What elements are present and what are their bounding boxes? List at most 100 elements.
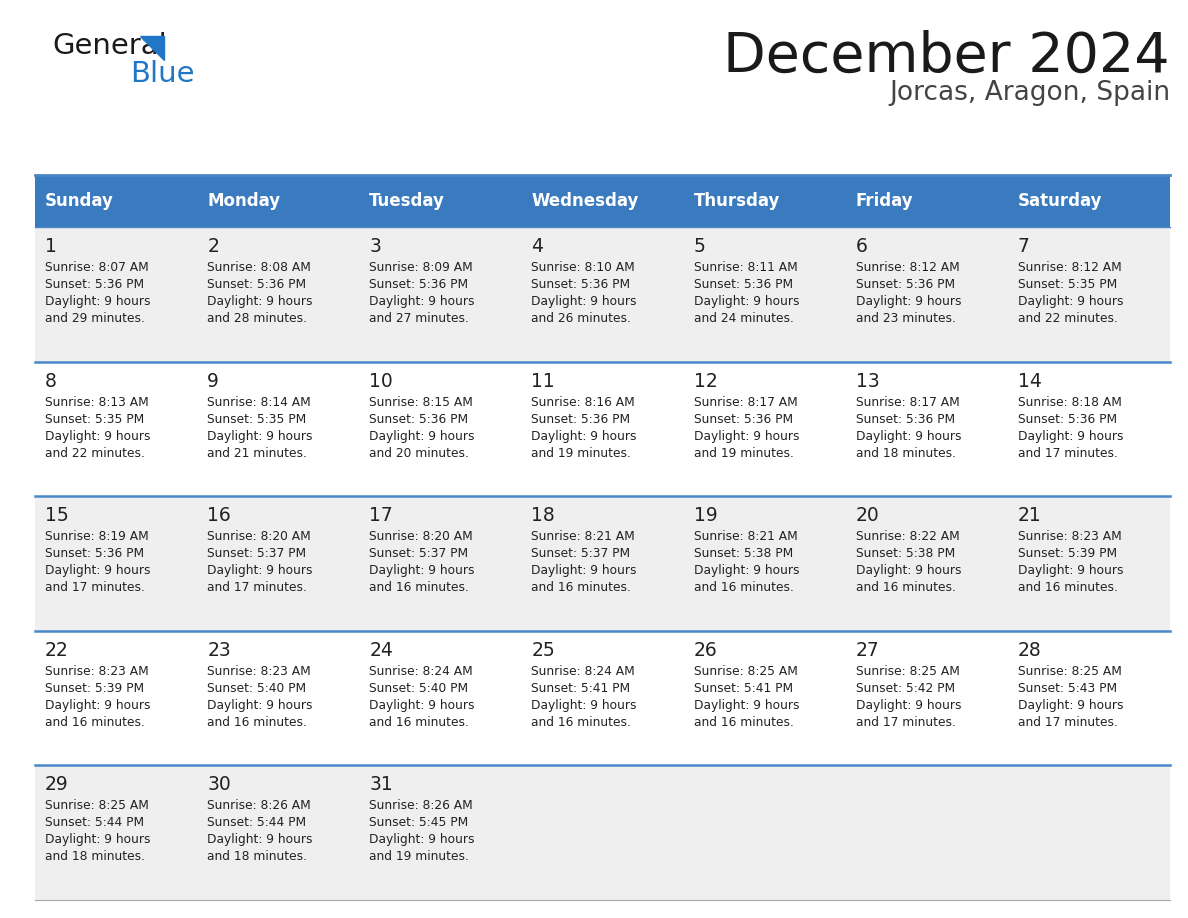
Text: Sunset: 5:43 PM: Sunset: 5:43 PM <box>1018 682 1117 695</box>
Text: Sunrise: 8:26 AM: Sunrise: 8:26 AM <box>369 800 473 812</box>
Text: Sunrise: 8:24 AM: Sunrise: 8:24 AM <box>369 665 473 677</box>
Text: and 16 minutes.: and 16 minutes. <box>45 716 145 729</box>
Text: Thursday: Thursday <box>694 192 781 210</box>
Text: Daylight: 9 hours: Daylight: 9 hours <box>207 295 312 308</box>
Text: Sunrise: 8:07 AM: Sunrise: 8:07 AM <box>45 261 148 274</box>
Text: Sunset: 5:37 PM: Sunset: 5:37 PM <box>207 547 307 560</box>
Text: Sunrise: 8:23 AM: Sunrise: 8:23 AM <box>1018 531 1121 543</box>
Text: Daylight: 9 hours: Daylight: 9 hours <box>694 430 800 442</box>
Text: Sunrise: 8:24 AM: Sunrise: 8:24 AM <box>531 665 636 677</box>
Text: and 24 minutes.: and 24 minutes. <box>694 312 794 325</box>
Bar <box>34 631 1170 766</box>
Text: Sunset: 5:37 PM: Sunset: 5:37 PM <box>531 547 631 560</box>
Bar <box>34 227 1170 362</box>
Text: Sunrise: 8:25 AM: Sunrise: 8:25 AM <box>694 665 797 677</box>
Text: and 22 minutes.: and 22 minutes. <box>45 446 145 460</box>
Text: Sunrise: 8:26 AM: Sunrise: 8:26 AM <box>207 800 311 812</box>
Bar <box>34 175 197 227</box>
Text: Jorcas, Aragon, Spain: Jorcas, Aragon, Spain <box>889 80 1170 106</box>
Bar <box>846 175 1007 227</box>
Text: and 16 minutes.: and 16 minutes. <box>531 716 631 729</box>
Text: Sunset: 5:39 PM: Sunset: 5:39 PM <box>45 682 144 695</box>
Text: Sunrise: 8:22 AM: Sunrise: 8:22 AM <box>855 531 960 543</box>
Text: 14: 14 <box>1018 372 1042 390</box>
Text: Daylight: 9 hours: Daylight: 9 hours <box>45 295 151 308</box>
Text: Sunrise: 8:23 AM: Sunrise: 8:23 AM <box>207 665 311 677</box>
Text: and 17 minutes.: and 17 minutes. <box>1018 446 1118 460</box>
Text: Sunset: 5:36 PM: Sunset: 5:36 PM <box>1018 412 1117 426</box>
Text: and 21 minutes.: and 21 minutes. <box>207 446 307 460</box>
Text: and 18 minutes.: and 18 minutes. <box>207 850 308 864</box>
Text: Sunset: 5:36 PM: Sunset: 5:36 PM <box>694 278 792 291</box>
Text: 15: 15 <box>45 506 69 525</box>
Text: and 17 minutes.: and 17 minutes. <box>1018 716 1118 729</box>
Bar <box>197 175 359 227</box>
Text: 24: 24 <box>369 641 393 660</box>
Text: Sunrise: 8:25 AM: Sunrise: 8:25 AM <box>855 665 960 677</box>
Text: 7: 7 <box>1018 237 1030 256</box>
Text: Daylight: 9 hours: Daylight: 9 hours <box>1018 430 1124 442</box>
Text: Daylight: 9 hours: Daylight: 9 hours <box>1018 565 1124 577</box>
Text: 30: 30 <box>207 776 230 794</box>
Text: 23: 23 <box>207 641 230 660</box>
Text: Sunrise: 8:17 AM: Sunrise: 8:17 AM <box>694 396 797 409</box>
Text: Tuesday: Tuesday <box>369 192 446 210</box>
Text: Daylight: 9 hours: Daylight: 9 hours <box>207 565 312 577</box>
Text: Daylight: 9 hours: Daylight: 9 hours <box>369 699 475 711</box>
Text: and 27 minutes.: and 27 minutes. <box>369 312 469 325</box>
Text: General: General <box>52 32 166 60</box>
Text: 9: 9 <box>207 372 219 390</box>
Bar <box>34 497 1170 631</box>
Text: Sunset: 5:40 PM: Sunset: 5:40 PM <box>207 682 307 695</box>
Text: Sunset: 5:37 PM: Sunset: 5:37 PM <box>369 547 468 560</box>
Text: Saturday: Saturday <box>1018 192 1102 210</box>
Text: 2: 2 <box>207 237 219 256</box>
Text: Sunset: 5:36 PM: Sunset: 5:36 PM <box>45 278 144 291</box>
Bar <box>34 362 1170 497</box>
Text: Sunrise: 8:13 AM: Sunrise: 8:13 AM <box>45 396 148 409</box>
Text: 28: 28 <box>1018 641 1042 660</box>
Text: 3: 3 <box>369 237 381 256</box>
Bar <box>359 175 522 227</box>
Text: Daylight: 9 hours: Daylight: 9 hours <box>369 565 475 577</box>
Text: and 17 minutes.: and 17 minutes. <box>45 581 145 594</box>
Text: Sunrise: 8:20 AM: Sunrise: 8:20 AM <box>207 531 311 543</box>
Text: Sunrise: 8:18 AM: Sunrise: 8:18 AM <box>1018 396 1121 409</box>
Text: and 19 minutes.: and 19 minutes. <box>531 446 631 460</box>
Text: Sunset: 5:36 PM: Sunset: 5:36 PM <box>531 412 631 426</box>
Text: Sunset: 5:41 PM: Sunset: 5:41 PM <box>694 682 792 695</box>
Text: Daylight: 9 hours: Daylight: 9 hours <box>369 295 475 308</box>
Text: and 16 minutes.: and 16 minutes. <box>531 581 631 594</box>
Text: Sunrise: 8:25 AM: Sunrise: 8:25 AM <box>1018 665 1121 677</box>
Text: 29: 29 <box>45 776 69 794</box>
Text: Daylight: 9 hours: Daylight: 9 hours <box>855 430 961 442</box>
Text: 18: 18 <box>531 506 555 525</box>
Text: Sunset: 5:45 PM: Sunset: 5:45 PM <box>369 816 468 829</box>
Text: and 19 minutes.: and 19 minutes. <box>694 446 794 460</box>
Text: Sunrise: 8:09 AM: Sunrise: 8:09 AM <box>369 261 473 274</box>
Text: and 18 minutes.: and 18 minutes. <box>45 850 145 864</box>
Text: December 2024: December 2024 <box>723 30 1170 84</box>
Text: 27: 27 <box>855 641 879 660</box>
Text: Daylight: 9 hours: Daylight: 9 hours <box>531 699 637 711</box>
Text: and 22 minutes.: and 22 minutes. <box>1018 312 1118 325</box>
Text: Sunrise: 8:14 AM: Sunrise: 8:14 AM <box>207 396 311 409</box>
Text: Daylight: 9 hours: Daylight: 9 hours <box>369 430 475 442</box>
Polygon shape <box>140 36 164 60</box>
Text: 12: 12 <box>694 372 718 390</box>
Bar <box>683 175 846 227</box>
Text: Wednesday: Wednesday <box>531 192 639 210</box>
Text: Sunrise: 8:17 AM: Sunrise: 8:17 AM <box>855 396 960 409</box>
Text: and 28 minutes.: and 28 minutes. <box>207 312 308 325</box>
Text: Sunset: 5:36 PM: Sunset: 5:36 PM <box>369 412 468 426</box>
Text: Daylight: 9 hours: Daylight: 9 hours <box>531 295 637 308</box>
Text: Sunrise: 8:12 AM: Sunrise: 8:12 AM <box>855 261 960 274</box>
Text: Daylight: 9 hours: Daylight: 9 hours <box>694 699 800 711</box>
Text: Sunset: 5:40 PM: Sunset: 5:40 PM <box>369 682 468 695</box>
Bar <box>1007 175 1170 227</box>
Text: Daylight: 9 hours: Daylight: 9 hours <box>531 430 637 442</box>
Text: Sunrise: 8:23 AM: Sunrise: 8:23 AM <box>45 665 148 677</box>
Text: 17: 17 <box>369 506 393 525</box>
Text: and 16 minutes.: and 16 minutes. <box>369 581 469 594</box>
Text: Sunrise: 8:12 AM: Sunrise: 8:12 AM <box>1018 261 1121 274</box>
